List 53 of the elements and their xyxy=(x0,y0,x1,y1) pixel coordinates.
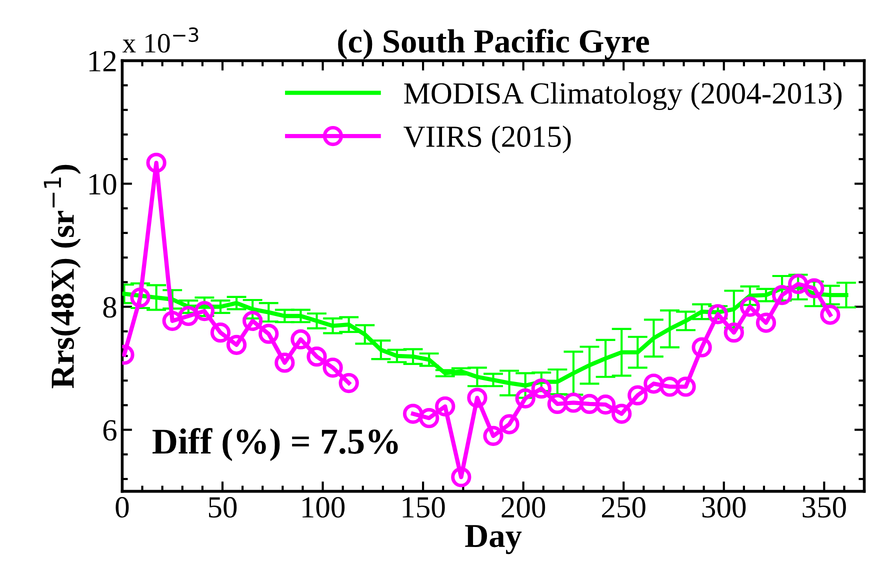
y-axis-title: Rrs(48X) (sr$^{−1}$) xyxy=(44,164,81,388)
point xyxy=(451,467,472,488)
point xyxy=(242,310,263,331)
x-tick-label: 300 xyxy=(702,497,746,518)
legend-label: MODISA Climatology (2004-2013) xyxy=(404,82,842,110)
point xyxy=(435,396,456,416)
point xyxy=(692,337,712,358)
point xyxy=(676,376,696,397)
point xyxy=(531,378,552,399)
point xyxy=(644,374,664,394)
point xyxy=(612,404,632,424)
y-tick-label: 12 xyxy=(89,51,116,72)
point xyxy=(146,152,166,173)
point xyxy=(595,394,616,415)
point xyxy=(226,334,247,355)
point xyxy=(274,352,295,373)
point xyxy=(467,388,488,408)
y-tick-label: 10 xyxy=(89,174,116,195)
point xyxy=(194,300,215,322)
point xyxy=(660,376,680,397)
x-tick-label: 0 xyxy=(116,497,129,518)
point xyxy=(402,404,424,424)
point xyxy=(338,372,359,394)
point xyxy=(419,408,440,428)
point xyxy=(290,329,311,350)
point xyxy=(579,394,600,414)
point xyxy=(210,322,231,343)
x-tick-label: 50 xyxy=(208,497,237,518)
point xyxy=(628,385,648,406)
x-tick-label: 150 xyxy=(402,497,445,518)
x-tick-label: 250 xyxy=(602,497,646,518)
x-axis-title: Day xyxy=(465,525,522,554)
point xyxy=(756,312,776,333)
x-tick-label: 200 xyxy=(502,497,546,518)
y-tick-label: 6 xyxy=(103,420,116,441)
point xyxy=(740,296,760,317)
point xyxy=(306,346,327,367)
point xyxy=(258,324,279,344)
point xyxy=(322,358,343,378)
legend-label: VIIRS (2015) xyxy=(404,126,571,154)
point xyxy=(483,426,504,446)
y-tick-label: 8 xyxy=(103,297,116,318)
chart-title: (c) South Pacific Gyre xyxy=(338,28,649,60)
x-tick-label: 350 xyxy=(802,497,846,518)
point xyxy=(162,310,182,331)
point xyxy=(724,322,744,343)
x-tick-label: 100 xyxy=(302,497,345,518)
point xyxy=(515,388,536,408)
text: x 10$^{−3}$ xyxy=(122,27,198,53)
point xyxy=(178,306,198,326)
point xyxy=(804,278,824,298)
annotation: Diff (%) = 7.5% xyxy=(152,428,398,462)
point xyxy=(499,414,520,434)
